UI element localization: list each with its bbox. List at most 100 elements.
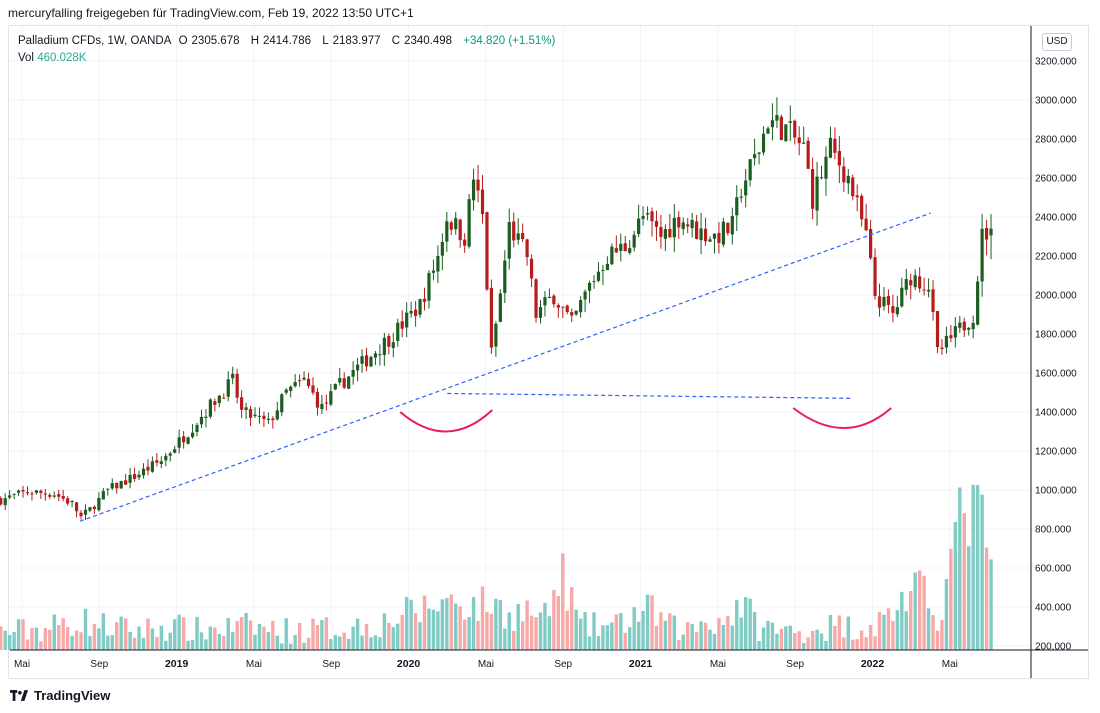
volume-bar <box>837 615 842 650</box>
volume-bar <box>48 629 52 650</box>
candle-body <box>271 418 275 421</box>
candle-body <box>909 280 913 286</box>
volume-bar <box>538 612 543 650</box>
volume-bar <box>320 620 324 650</box>
volume-bar <box>65 626 70 650</box>
currency-button[interactable]: USD <box>1042 33 1072 51</box>
volume-bar <box>404 597 409 650</box>
volume-bar <box>958 487 962 650</box>
price-axis: 3200.000 3000.000 2800.000 2600.000 2400.000… <box>10 26 1088 678</box>
volume-bar <box>173 619 177 650</box>
price-tick-label: 3000.000 <box>1035 96 1077 107</box>
volume-bar <box>199 632 204 650</box>
candle-body <box>413 309 418 316</box>
volume-bar <box>677 640 681 650</box>
volume-bar <box>824 640 828 650</box>
symbol-name: Palladium CFDs, 1W, OANDA <box>18 35 172 47</box>
candle-body <box>953 326 957 338</box>
candle-body <box>538 307 543 318</box>
volume-bar <box>271 620 275 650</box>
volume-bar <box>306 637 311 650</box>
candle-body <box>784 124 788 142</box>
volume-bar <box>329 639 333 650</box>
volume-bar <box>396 623 400 650</box>
candle-body <box>922 289 926 291</box>
legend: Palladium CFDs, 1W, OANDA O 2305.678 H 241… <box>18 35 559 47</box>
candle-body <box>320 403 324 410</box>
volume-bar <box>904 611 908 650</box>
volume-bar <box>779 628 784 650</box>
candle-body <box>21 489 25 492</box>
candle-body <box>926 289 931 292</box>
volume-bar <box>288 643 293 650</box>
candle-body <box>690 219 694 229</box>
candle-body <box>592 281 596 283</box>
volume-bar <box>855 639 859 650</box>
volume-bar <box>909 591 913 650</box>
candle-body <box>150 461 155 472</box>
candle-body <box>8 495 12 498</box>
volume-bar <box>512 630 516 650</box>
volume-bar <box>422 595 427 650</box>
ohlc-high: H 2414.786 <box>250 35 311 47</box>
candle-body <box>298 380 302 382</box>
volume-bar <box>177 614 181 650</box>
candle-body <box>904 279 908 290</box>
price-tick-label: 3200.000 <box>1035 57 1077 68</box>
volume-bar <box>471 597 476 650</box>
volume-bar <box>110 635 114 650</box>
candle-body <box>342 378 346 388</box>
candle-body <box>797 137 801 144</box>
right-shoulder-arc <box>792 407 892 429</box>
candle-body <box>25 492 30 494</box>
volume-bar <box>886 608 891 650</box>
candle-body <box>199 416 204 425</box>
candle-body <box>967 327 971 330</box>
candle-body <box>266 418 270 420</box>
candle-body <box>703 228 708 242</box>
attribution-text: mercuryfalling freigegeben für TradingVi… <box>8 6 414 20</box>
candle-body <box>400 321 404 329</box>
volume-bar <box>480 586 485 650</box>
candle-body <box>824 156 828 179</box>
candle-body <box>396 322 400 341</box>
candle-body <box>623 243 627 252</box>
volume-bar <box>83 608 88 650</box>
candle-body <box>802 142 806 144</box>
volume-bar <box>605 625 610 650</box>
volume-bar <box>74 630 79 650</box>
candle-body <box>645 213 650 215</box>
volume-bar <box>418 622 422 650</box>
volume-bar <box>797 631 801 650</box>
volume-bar <box>922 575 926 650</box>
volume-bar <box>297 622 302 650</box>
candle-body <box>833 138 837 153</box>
candle-body <box>757 152 761 154</box>
candle-body <box>717 232 721 243</box>
volume-bar <box>7 634 12 650</box>
time-tick-label: Sep <box>786 659 804 670</box>
candle-body <box>628 248 632 253</box>
volume-bar <box>275 635 280 650</box>
candle-body <box>182 436 186 443</box>
candle-body <box>984 227 989 240</box>
volume-bar <box>525 600 529 650</box>
volume-bar <box>833 626 837 650</box>
volume-bar <box>645 594 650 650</box>
candle-body <box>891 306 895 313</box>
volume-bar <box>159 625 164 650</box>
candle-body <box>873 257 877 297</box>
volume-bar <box>748 598 752 650</box>
volume-bar <box>34 627 39 650</box>
candle-body <box>186 437 190 444</box>
candle-body <box>503 260 507 293</box>
volume-bar <box>614 614 619 650</box>
footer-brand[interactable]: TradingView <box>10 688 110 703</box>
volume-bar <box>280 643 284 650</box>
volume-bar <box>239 617 244 650</box>
volume-bar <box>641 611 645 650</box>
candle-body <box>663 229 667 239</box>
volume-bar <box>413 613 418 650</box>
candle-body <box>405 312 409 328</box>
